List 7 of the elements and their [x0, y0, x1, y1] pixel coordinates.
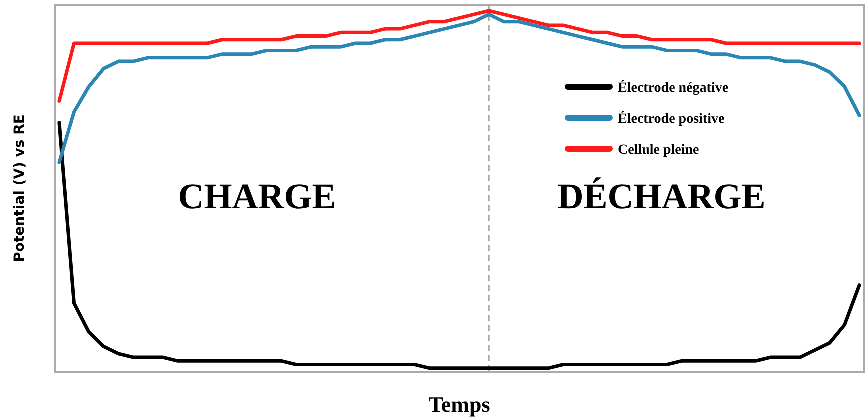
- legend-label: Électrode négative: [618, 79, 729, 96]
- annotation: DÉCHARGE: [558, 176, 766, 216]
- annotation: CHARGE: [178, 176, 336, 216]
- x-axis-title: Temps: [428, 392, 491, 417]
- y-axis-title: Potential (V) vs RE: [12, 114, 28, 262]
- legend-label: Cellule pleine: [618, 143, 700, 158]
- legend-label: Électrode positive: [618, 110, 725, 127]
